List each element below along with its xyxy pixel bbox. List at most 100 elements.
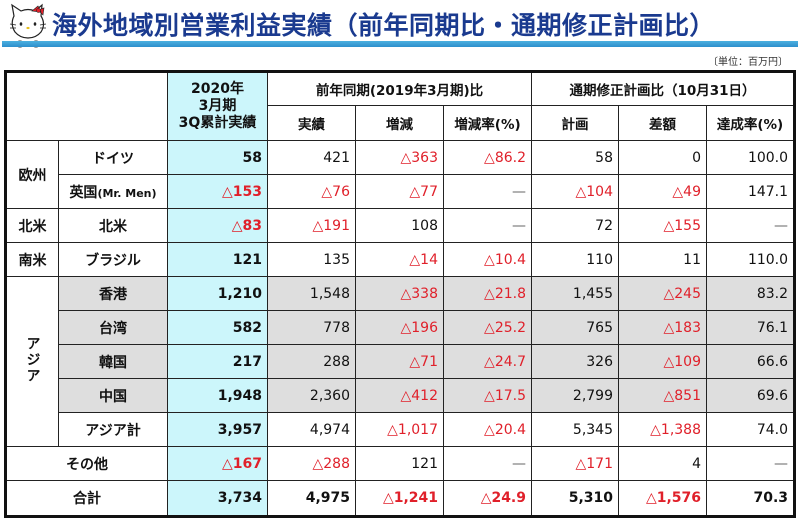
header-plan-diff: 差額 [618, 105, 707, 141]
header-prev-actual: 実績 [267, 105, 356, 141]
row-label: 合計 [5, 480, 168, 517]
cell-plan-rate: 74.0 [705, 412, 796, 447]
cell-prev-rate: △24.9 [443, 480, 532, 517]
region-europe: 欧州 [5, 140, 59, 209]
cell-prev-rate: △24.7 [443, 344, 532, 379]
cell-plan: 765 [531, 310, 619, 345]
table-row-brazil: 南米 ブラジル 121 135 △14 △10.4 110 11 110.0 [5, 242, 796, 277]
cell-current: 1,210 [167, 276, 268, 311]
cell-prev-actual: △76 [267, 174, 356, 209]
header-current-period: 2020年 3月期 3Q累計実績 [167, 71, 268, 141]
cell-plan-diff: △49 [618, 174, 707, 209]
header-blank-cell [5, 71, 168, 141]
row-label: 英国(Mr. Men) [58, 174, 168, 209]
page-header: 海外地域別営業利益実績（前年同期比・通期修正計画比） 〔単位：百万円〕 [0, 0, 800, 68]
cell-prev-actual: 421 [267, 140, 356, 175]
table-row-korea: 韓国 217 288 △71 △24.7 326 △109 66.6 [5, 344, 796, 379]
unit-label: 〔単位：百万円〕 [708, 57, 788, 68]
table-row-china: 中国 1,948 2,360 △412 △17.5 2,799 △851 69.… [5, 378, 796, 413]
cell-plan: 58 [531, 140, 619, 175]
cell-prev-change: △1,241 [355, 480, 444, 517]
region-asia: アジア [5, 276, 59, 447]
cell-prev-rate: △17.5 [443, 378, 532, 413]
cell-plan: 2,799 [531, 378, 619, 413]
cell-prev-change: △1,017 [355, 412, 444, 447]
cell-plan: 326 [531, 344, 619, 379]
cell-plan-rate: — [705, 208, 796, 243]
row-label: 韓国 [58, 344, 168, 379]
row-label: ブラジル [58, 242, 168, 277]
row-label-main: 英国 [69, 184, 98, 201]
row-label: 中国 [58, 378, 168, 413]
header-plan: 計画 [531, 105, 619, 141]
cell-plan: 5,310 [531, 480, 619, 517]
cell-current: 121 [167, 242, 268, 277]
cell-plan-diff: 11 [618, 242, 707, 277]
cell-plan: 1,455 [531, 276, 619, 311]
cell-prev-change: △77 [355, 174, 444, 209]
cell-plan-diff: △851 [618, 378, 707, 413]
table-row-taiwan: 台湾 582 778 △196 △25.2 765 △183 76.1 [5, 310, 796, 345]
header-prev-year-group: 前年同期(2019年3月期)比 [267, 71, 532, 106]
table-row-grand-total: 合計 3,734 4,975 △1,241 △24.9 5,310 △1,576… [5, 480, 796, 517]
cell-plan-diff: △1,576 [618, 480, 707, 517]
cell-prev-actual: 288 [267, 344, 356, 379]
cell-plan-diff: 4 [618, 446, 707, 481]
cell-prev-actual: 1,548 [267, 276, 356, 311]
cell-plan-rate: 83.2 [705, 276, 796, 311]
cell-current: 58 [167, 140, 268, 175]
cell-current: 1,948 [167, 378, 268, 413]
cell-plan-diff: △155 [618, 208, 707, 243]
region-south-america: 南米 [5, 242, 59, 277]
header-plan-group: 通期修正計画比（10月31日） [530, 71, 796, 106]
cell-prev-rate: — [443, 208, 532, 243]
cell-prev-actual: 4,974 [267, 412, 356, 447]
region-north-america: 北米 [5, 208, 59, 243]
cell-plan: △171 [531, 446, 619, 481]
table-row-uk: 英国(Mr. Men) △153 △76 △77 — △104 △49 147.… [6, 174, 796, 209]
cell-prev-actual: △288 [267, 446, 356, 481]
cell-current: △83 [167, 208, 268, 243]
cell-prev-rate: △25.2 [443, 310, 532, 345]
cell-plan: 5,345 [531, 412, 619, 447]
header-prev-change: 増減 [355, 105, 444, 141]
row-label: ドイツ [58, 140, 168, 175]
header-current-line2: 3月期 [198, 98, 237, 114]
cell-plan-diff: △109 [618, 344, 707, 379]
cell-plan: 110 [531, 242, 619, 277]
cell-plan-rate: 69.6 [705, 378, 796, 413]
row-label: 北米 [58, 208, 168, 243]
cell-plan: 72 [531, 208, 619, 243]
cell-plan-rate: 110.0 [705, 242, 796, 277]
cell-current: 217 [167, 344, 268, 379]
region-asia-label: アジア [24, 335, 41, 384]
table-row-other: その他 △167 △288 121 — △171 4 — [5, 446, 796, 481]
header-current-line1: 2020年 [191, 81, 244, 97]
cell-plan-rate: 147.1 [705, 174, 796, 209]
cell-current: 3,957 [167, 412, 268, 447]
cell-prev-rate: △86.2 [443, 140, 532, 175]
cell-prev-change: △363 [355, 140, 444, 175]
header-current-line3: 3Q累計実績 [178, 115, 257, 131]
cell-plan-diff: △183 [618, 310, 707, 345]
cell-plan-diff: △1,388 [618, 412, 707, 447]
cell-prev-rate: — [443, 174, 532, 209]
cell-prev-change: △412 [355, 378, 444, 413]
page-title: 海外地域別営業利益実績（前年同期比・通期修正計画比） [52, 11, 716, 40]
table-row-asia-total: アジア計 3,957 4,974 △1,017 △20.4 5,345 △1,3… [6, 412, 796, 447]
cell-plan-rate: 70.3 [705, 480, 796, 517]
cell-prev-actual: 4,975 [267, 480, 356, 517]
row-label: アジア計 [58, 412, 168, 447]
cell-plan: △104 [531, 174, 619, 209]
row-label-sub: (Mr. Men) [97, 186, 157, 200]
cell-prev-rate: △20.4 [443, 412, 532, 447]
row-label: 香港 [58, 276, 168, 311]
cell-plan-rate: 100.0 [705, 140, 796, 175]
cell-plan-rate: 66.6 [705, 344, 796, 379]
row-label: その他 [5, 446, 168, 481]
table-row-germany: 欧州 ドイツ 58 421 △363 △86.2 58 0 100.0 [5, 140, 796, 209]
cell-prev-actual: △191 [267, 208, 356, 243]
cell-prev-change: 121 [355, 446, 444, 481]
table-row-north-america: 北米 北米 △83 △191 108 — 72 △155 — [5, 208, 796, 243]
cell-plan-rate: 76.1 [705, 310, 796, 345]
